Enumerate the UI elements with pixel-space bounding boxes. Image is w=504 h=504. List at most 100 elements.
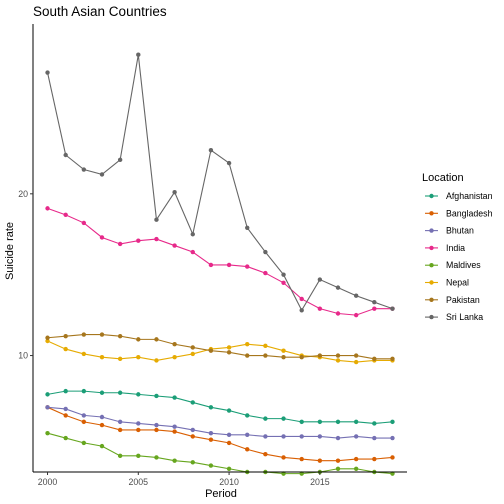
legend-label: Nepal: [446, 278, 469, 288]
data-point-bhutan: [335, 435, 341, 441]
data-point-afghanistan: [81, 388, 87, 394]
data-point-maldives: [281, 471, 286, 476]
data-point-pakistan: [172, 342, 177, 347]
data-point-afghanistan: [117, 390, 123, 395]
data-point-maldives: [99, 443, 105, 449]
data-point-bangladesh: [281, 455, 286, 460]
data-point-pakistan: [281, 354, 286, 360]
data-point-pakistan: [245, 353, 250, 358]
data-point-pakistan: [117, 333, 123, 339]
data-point-bhutan: [208, 430, 214, 436]
data-point-india: [81, 220, 87, 226]
data-point-bhutan: [390, 435, 395, 441]
series-india: [45, 206, 395, 318]
x-tick-label: 2000: [38, 477, 58, 487]
data-point-nepal: [99, 354, 105, 360]
data-point-nepal: [353, 359, 359, 365]
y-tick-label: 20: [18, 189, 28, 199]
data-point-bangladesh: [372, 456, 377, 462]
data-point-india: [263, 270, 268, 276]
data-point-pakistan: [154, 337, 159, 342]
data-point-sri-lanka: [99, 172, 105, 177]
x-axis-title: Period: [205, 488, 237, 500]
legend-item-maldives: Maldives: [425, 260, 481, 270]
data-point-sri-lanka: [353, 293, 359, 298]
data-point-sri-lanka: [372, 299, 377, 305]
data-point-nepal: [45, 338, 50, 344]
data-point-nepal: [63, 346, 68, 352]
data-point-india: [317, 306, 323, 311]
data-point-afghanistan: [136, 392, 141, 397]
data-point-maldives: [154, 455, 159, 460]
legend-item-bangladesh: Bangladesh: [425, 208, 493, 218]
data-point-afghanistan: [190, 400, 195, 405]
data-point-bangladesh: [63, 413, 68, 418]
data-point-afghanistan: [154, 393, 159, 399]
data-point-maldives: [190, 460, 195, 465]
data-point-bhutan: [117, 419, 123, 425]
data-point-pakistan: [190, 345, 195, 350]
data-point-bhutan: [299, 434, 304, 439]
data-point-pakistan: [208, 348, 214, 353]
data-point-maldives: [299, 471, 304, 476]
legend-title: Location: [422, 172, 464, 184]
data-point-pakistan: [81, 332, 87, 337]
data-point-bangladesh: [190, 434, 195, 439]
data-point-sri-lanka: [281, 272, 286, 277]
data-point-afghanistan: [208, 405, 214, 410]
data-point-india: [190, 249, 195, 255]
data-point-bangladesh: [317, 458, 323, 463]
data-point-afghanistan: [372, 421, 377, 426]
data-point-india: [335, 311, 341, 316]
data-point-afghanistan: [335, 419, 341, 425]
data-point-afghanistan: [245, 413, 250, 418]
data-point-maldives: [226, 466, 232, 471]
data-point-pakistan: [390, 356, 395, 361]
legend-key-point: [429, 263, 434, 268]
data-point-afghanistan: [226, 408, 232, 413]
data-point-sri-lanka: [317, 277, 323, 282]
legend-key-point: [429, 245, 434, 251]
data-point-nepal: [226, 345, 232, 350]
data-point-bhutan: [136, 421, 141, 426]
data-point-pakistan: [226, 350, 232, 355]
data-point-india: [226, 262, 232, 268]
data-point-india: [353, 312, 359, 318]
legend-key-point: [429, 228, 434, 233]
series-bhutan: [45, 405, 395, 441]
data-point-india: [299, 296, 304, 302]
data-point-india: [154, 236, 159, 242]
data-point-sri-lanka: [190, 232, 195, 237]
data-point-sri-lanka: [299, 308, 304, 313]
legend-label: Maldives: [446, 260, 481, 270]
data-point-pakistan: [317, 353, 323, 358]
data-point-maldives: [45, 430, 50, 436]
legend-item-pakistan: Pakistan: [425, 295, 480, 305]
data-point-sri-lanka: [226, 160, 232, 166]
data-point-bhutan: [245, 432, 250, 438]
legend-key-point: [429, 297, 434, 302]
data-point-nepal: [154, 358, 159, 363]
legend-item-afghanistan: Afghanistan: [425, 191, 493, 201]
data-point-afghanistan: [63, 388, 68, 394]
data-point-india: [45, 206, 50, 211]
data-point-sri-lanka: [172, 190, 177, 195]
data-point-bangladesh: [136, 427, 141, 433]
data-point-maldives: [208, 463, 214, 468]
legend-key-point: [429, 193, 434, 199]
legend-item-india: India: [425, 243, 465, 253]
data-point-maldives: [81, 440, 87, 446]
series-line-afghanistan: [47, 390, 393, 425]
series-line-sri-lanka: [46, 54, 393, 312]
data-point-sri-lanka: [63, 152, 68, 158]
data-point-sri-lanka: [81, 167, 87, 172]
series-line-bangladesh: [47, 406, 393, 462]
data-point-maldives: [390, 471, 395, 476]
data-point-nepal: [117, 356, 123, 361]
data-point-maldives: [335, 466, 341, 471]
legend-key-point: [429, 280, 434, 285]
data-point-india: [99, 235, 105, 240]
data-point-india: [245, 264, 250, 269]
data-point-bangladesh: [117, 427, 123, 433]
x-tick-label: 2015: [310, 477, 330, 487]
